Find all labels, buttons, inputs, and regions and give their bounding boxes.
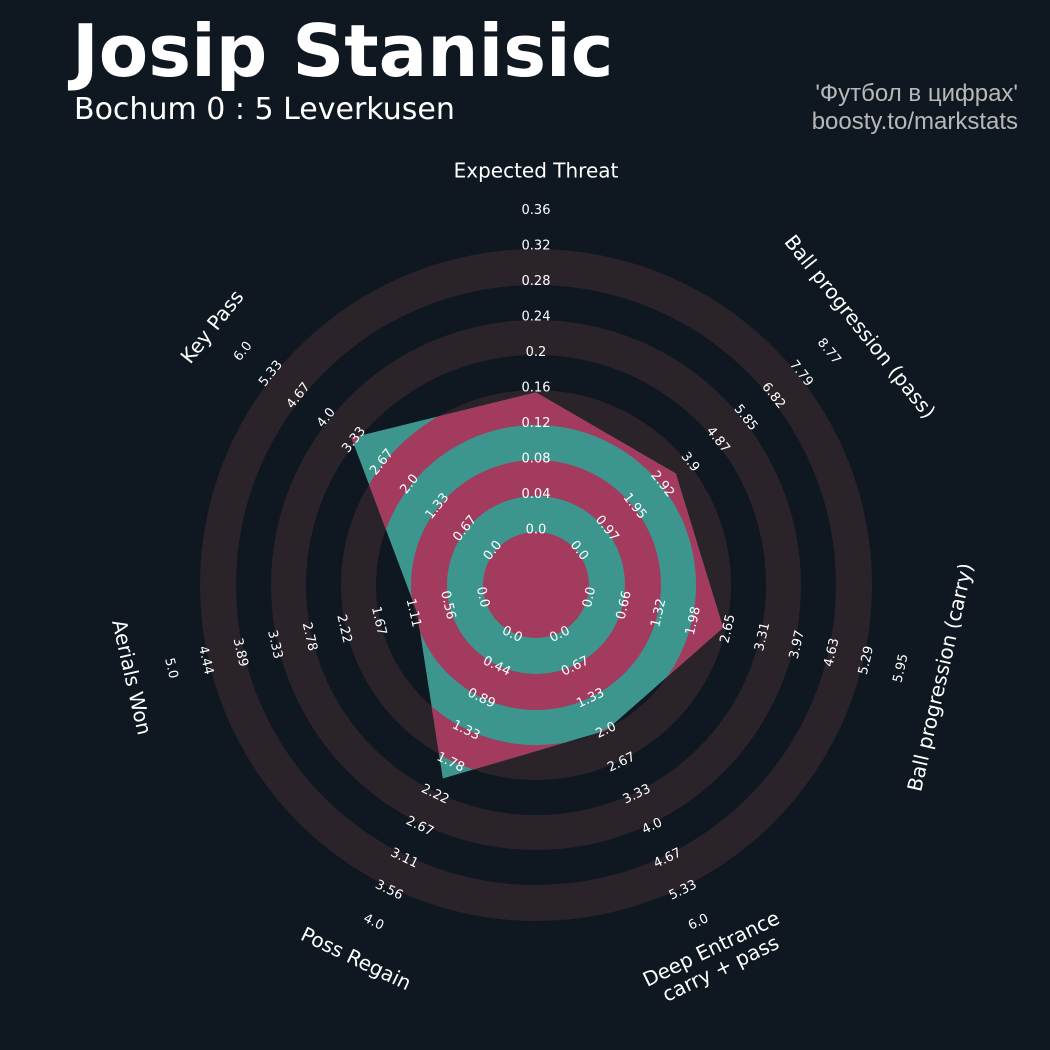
axis-label-line: Expected Threat xyxy=(454,159,619,183)
credit-block: 'Футбол в цифрах' boosty.to/markstats xyxy=(812,80,1018,136)
tick-label: 1.98 xyxy=(683,605,704,637)
credit-line-2: boosty.to/markstats xyxy=(811,108,1018,135)
inner-ring-band xyxy=(483,532,589,638)
tick-label: 5.95 xyxy=(891,653,912,685)
tick-label: 0.16 xyxy=(522,381,551,396)
tick-label: 4.44 xyxy=(195,645,216,677)
tick-label: 2.22 xyxy=(333,613,354,645)
tick-label: 2.65 xyxy=(718,613,739,645)
tick-label: 0.0 xyxy=(580,585,599,609)
inner-ring-bands xyxy=(351,392,724,779)
tick-label: 0.2 xyxy=(526,345,547,360)
tick-label: 5.29 xyxy=(856,645,877,677)
tick-label: 1.11 xyxy=(403,597,424,629)
tick-label: 0.04 xyxy=(522,487,551,502)
tick-label: 0.0 xyxy=(473,585,492,609)
axis-label: Aerials Won xyxy=(107,617,157,737)
player-name-title: Josip Stanisic xyxy=(72,9,614,93)
tick-label: 0.66 xyxy=(614,589,635,621)
credit-line-1: 'Футбол в цифрах' xyxy=(815,80,1018,107)
tick-label: 3.31 xyxy=(752,621,773,653)
tick-label: 3.97 xyxy=(787,629,808,661)
tick-label: 3.33 xyxy=(264,629,285,661)
tick-label: 0.32 xyxy=(522,239,551,254)
axis-label-line: Ball progression (carry) xyxy=(902,561,978,794)
tick-label: 0.28 xyxy=(522,274,551,289)
axis-label: Deep Entrancecarry + pass xyxy=(639,906,793,1012)
tick-label: 0.12 xyxy=(522,416,551,431)
tick-label: 0.08 xyxy=(522,452,551,467)
tick-label: 6.0 xyxy=(686,911,711,933)
tick-label: 4.0 xyxy=(361,911,386,933)
tick-label: 8.77 xyxy=(814,336,844,368)
match-subtitle: Bochum 0 : 5 Leverkusen xyxy=(74,92,455,127)
axis-label: Expected Threat xyxy=(454,159,619,183)
tick-label: 3.89 xyxy=(230,637,251,669)
tick-label: 5.0 xyxy=(161,657,180,681)
tick-label: 6.0 xyxy=(231,339,256,365)
tick-label: 0.56 xyxy=(437,589,458,621)
tick-label: 4.63 xyxy=(821,637,842,669)
axis-label: Poss Regain xyxy=(297,922,415,995)
axis-label: Ball progression (carry) xyxy=(902,561,978,794)
tick-label: 0.36 xyxy=(522,203,551,218)
tick-label: 1.67 xyxy=(368,605,389,637)
axis-label-line: Poss Regain xyxy=(297,922,415,995)
tick-label: 1.32 xyxy=(648,597,669,629)
tick-label: 0.0 xyxy=(526,523,547,538)
tick-label: 2.78 xyxy=(299,621,320,653)
axis-label-line: Aerials Won xyxy=(107,617,157,737)
tick-label: 0.24 xyxy=(522,310,551,325)
